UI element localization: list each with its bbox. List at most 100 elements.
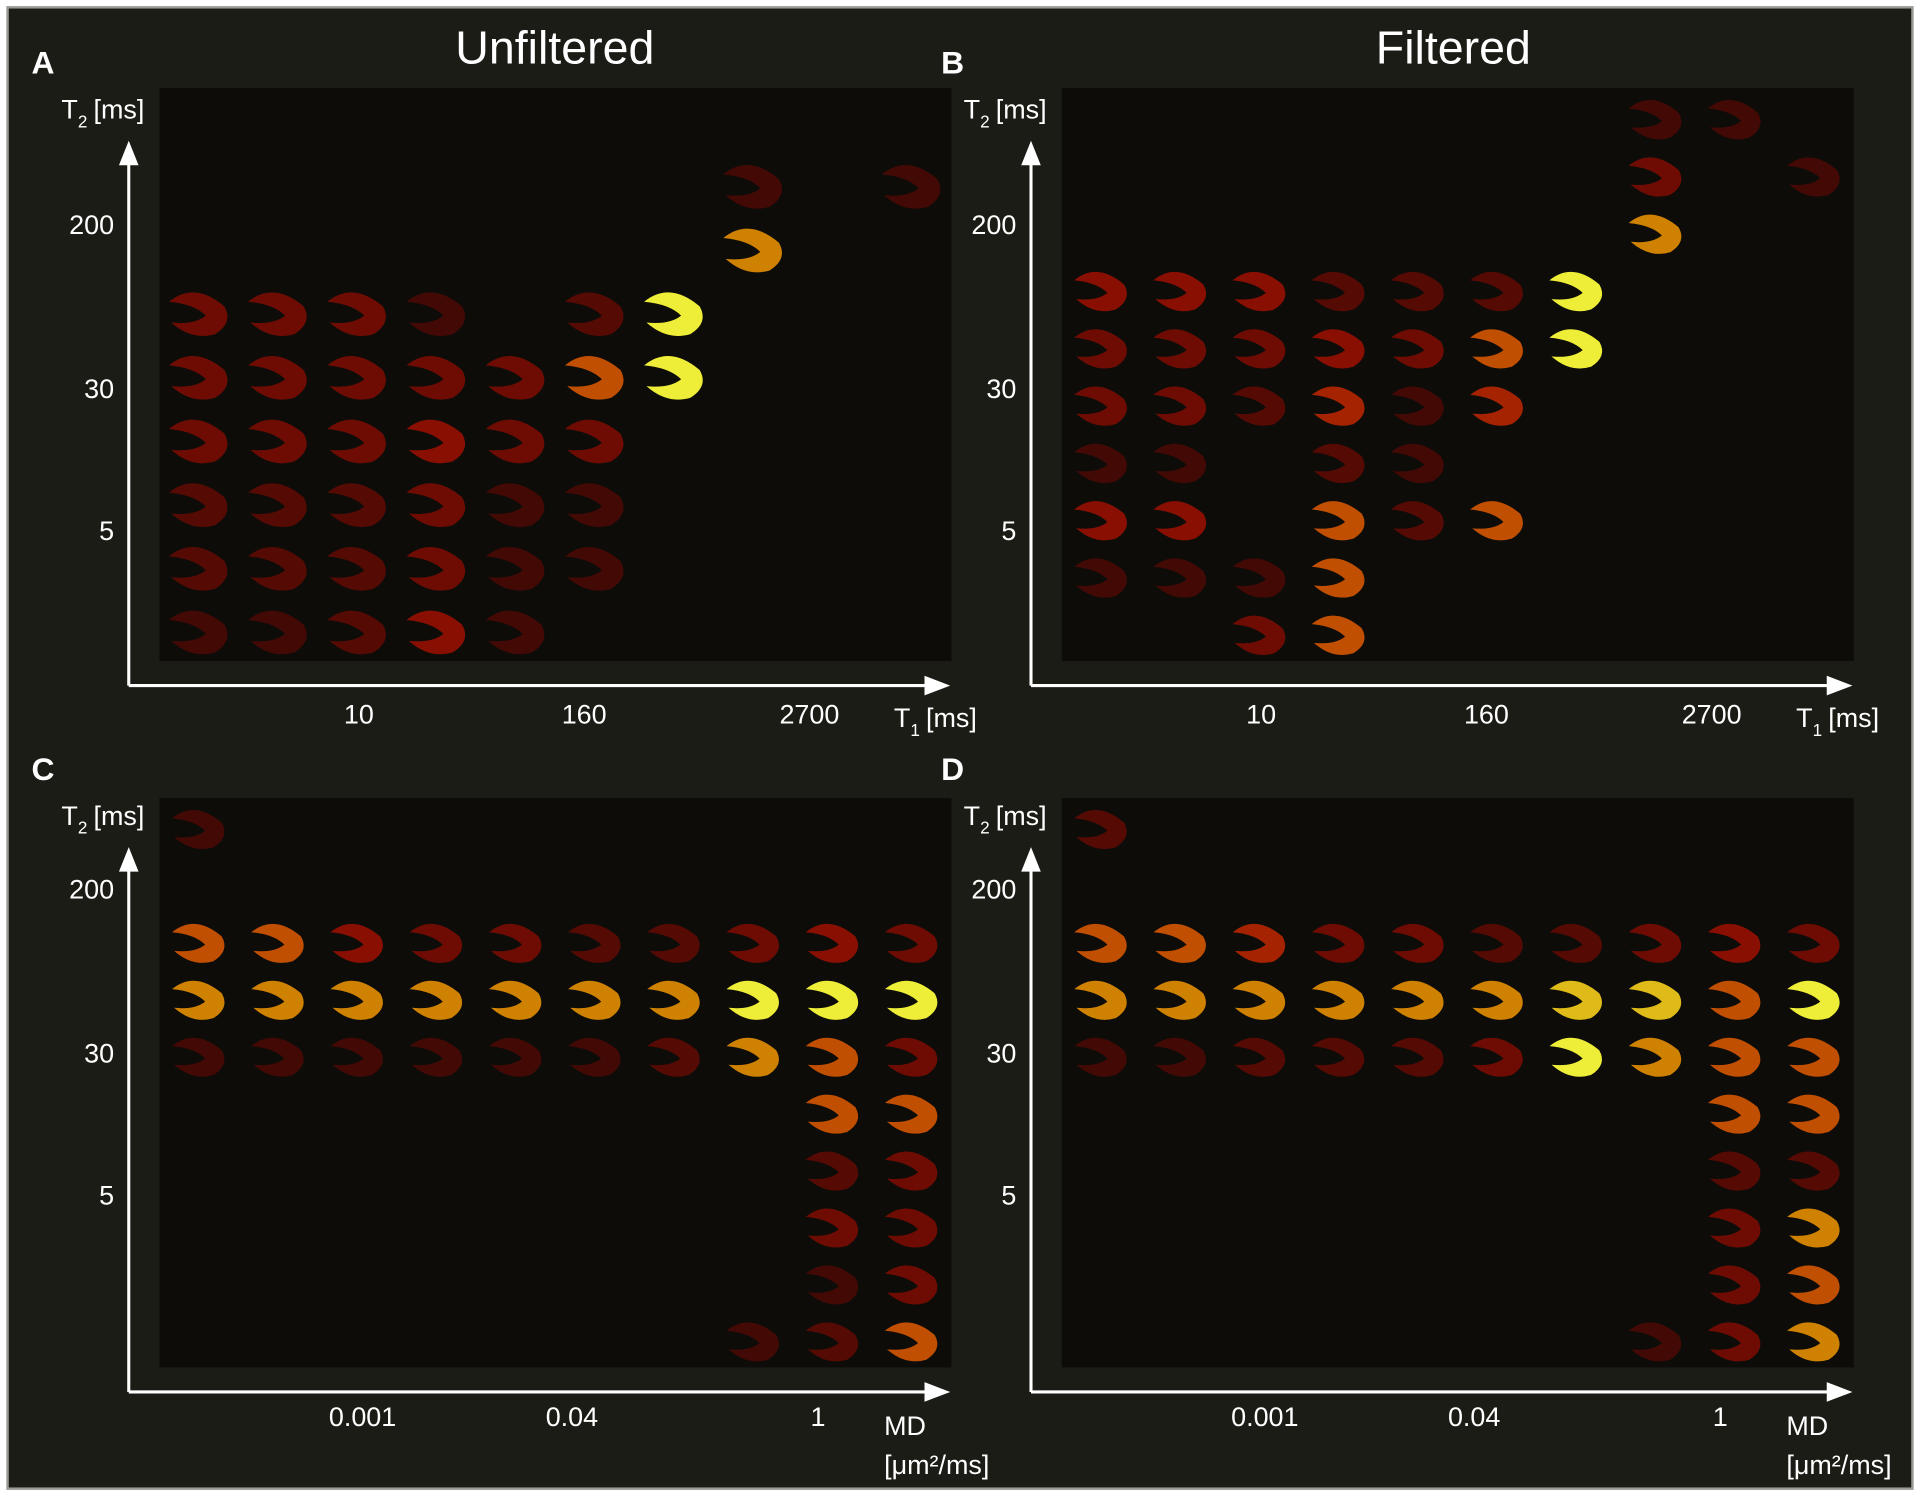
slice-thumbnail bbox=[805, 923, 859, 963]
slice-thumbnail bbox=[409, 1037, 463, 1077]
y-tick-label: 200 bbox=[971, 210, 1016, 240]
y-tick-label: 30 bbox=[986, 1039, 1016, 1069]
slice-thumbnail bbox=[1787, 1094, 1840, 1134]
x-tick-label: 0.04 bbox=[1448, 1402, 1500, 1432]
slice-thumbnail bbox=[1311, 329, 1365, 369]
slice-thumbnail bbox=[1311, 615, 1365, 655]
x-axis-label: T1 [ms] bbox=[1796, 703, 1879, 740]
slice-thumbnail bbox=[1153, 271, 1207, 312]
slice-thumbnail bbox=[647, 1037, 700, 1077]
x-tick-label: 160 bbox=[1464, 700, 1509, 730]
slice-thumbnail bbox=[644, 292, 703, 336]
slice-thumbnail bbox=[564, 355, 624, 400]
slice-thumbnail bbox=[723, 228, 782, 273]
y-tick-label: 5 bbox=[99, 516, 114, 546]
y-tick-label: 30 bbox=[986, 374, 1016, 404]
slice-thumbnail bbox=[248, 419, 307, 464]
slice-thumbnail bbox=[568, 923, 621, 963]
slice-thumbnail bbox=[168, 546, 228, 591]
panel-letter: B bbox=[941, 44, 964, 80]
slice-thumbnail bbox=[723, 164, 782, 209]
axis-symbol: T bbox=[964, 801, 980, 831]
slice-thumbnail bbox=[805, 1322, 859, 1362]
slice-thumbnail bbox=[1153, 980, 1206, 1020]
slice-thumbnail bbox=[1390, 386, 1444, 426]
slice-thumbnail bbox=[168, 610, 228, 655]
y-axis-arrow bbox=[1021, 847, 1041, 872]
slice-thumbnail bbox=[1787, 980, 1840, 1020]
slice-thumbnail bbox=[644, 355, 703, 400]
slice-thumbnail bbox=[251, 980, 304, 1020]
slice-thumbnail bbox=[168, 355, 228, 400]
slice-thumbnail bbox=[409, 980, 463, 1020]
slice-thumbnail bbox=[1232, 923, 1286, 963]
slice-thumbnail bbox=[168, 483, 228, 527]
slice-thumbnail bbox=[1232, 271, 1286, 312]
slice-thumbnail bbox=[1232, 615, 1286, 655]
slice-thumbnail bbox=[1232, 386, 1286, 426]
slice-thumbnail bbox=[248, 483, 307, 527]
image-area bbox=[1061, 798, 1854, 1368]
slice-thumbnail bbox=[1470, 271, 1523, 312]
slice-thumbnail bbox=[1153, 329, 1207, 369]
x-tick-label: 160 bbox=[562, 700, 607, 730]
slice-thumbnail bbox=[1549, 329, 1603, 369]
slice-thumbnail bbox=[1628, 923, 1682, 963]
slice-thumbnail bbox=[1153, 923, 1206, 963]
axis-symbol: T bbox=[61, 95, 77, 125]
slice-thumbnail bbox=[1311, 501, 1365, 541]
slice-thumbnail bbox=[805, 1265, 859, 1305]
slice-thumbnail bbox=[1707, 980, 1761, 1020]
y-tick-label: 200 bbox=[971, 875, 1016, 905]
slice-thumbnail bbox=[884, 980, 938, 1020]
y-axis-label: T2 [ms] bbox=[61, 801, 144, 838]
slice-thumbnail bbox=[1707, 1265, 1761, 1305]
slice-thumbnail bbox=[1787, 1322, 1840, 1362]
slice-thumbnail bbox=[805, 1037, 859, 1077]
slice-thumbnail bbox=[884, 1265, 938, 1305]
slice-thumbnail bbox=[327, 483, 386, 527]
slice-thumbnail bbox=[406, 419, 466, 464]
slice-thumbnail bbox=[647, 980, 700, 1020]
axis-unit: [ms] bbox=[996, 801, 1047, 831]
slice-thumbnail bbox=[172, 1037, 225, 1077]
y-axis-label: T2 [ms] bbox=[964, 801, 1047, 838]
slice-thumbnail bbox=[1549, 923, 1602, 963]
slice-thumbnail bbox=[1707, 100, 1761, 140]
slice-thumbnail bbox=[406, 292, 466, 336]
axis-unit: [ms] bbox=[94, 95, 145, 125]
x-tick-label: 10 bbox=[1246, 700, 1276, 730]
column-title: Unfiltered bbox=[455, 22, 654, 74]
x-tick-label: 1 bbox=[810, 1402, 825, 1432]
slice-thumbnail bbox=[1787, 1151, 1840, 1191]
slice-thumbnail bbox=[248, 292, 307, 336]
slice-thumbnail bbox=[406, 546, 466, 591]
slice-thumbnail bbox=[1707, 1151, 1761, 1191]
slice-thumbnail bbox=[327, 419, 386, 464]
x-axis-unit: [μm²/ms] bbox=[884, 1450, 989, 1480]
slice-thumbnail bbox=[406, 355, 466, 400]
slice-thumbnail bbox=[1074, 980, 1127, 1020]
axis-subscript: 2 bbox=[980, 111, 990, 131]
y-axis-arrow bbox=[118, 140, 139, 166]
slice-thumbnail bbox=[884, 1037, 938, 1077]
slice-thumbnail bbox=[726, 1322, 779, 1362]
slice-thumbnail bbox=[1390, 271, 1444, 312]
slice-thumbnail bbox=[406, 483, 466, 527]
slice-thumbnail bbox=[564, 483, 624, 527]
slice-thumbnail bbox=[1549, 1037, 1602, 1077]
slice-thumbnail bbox=[1786, 157, 1840, 197]
slice-thumbnail bbox=[805, 1208, 859, 1248]
slice-thumbnail bbox=[1311, 443, 1365, 484]
slice-thumbnail bbox=[1074, 1037, 1127, 1077]
x-tick-label: 1 bbox=[1713, 1402, 1728, 1432]
slice-thumbnail bbox=[1311, 558, 1365, 598]
x-axis-arrow bbox=[924, 675, 951, 696]
slice-thumbnail bbox=[409, 923, 463, 963]
slice-thumbnail bbox=[1311, 271, 1365, 312]
slice-thumbnail bbox=[1391, 1037, 1444, 1077]
slice-thumbnail bbox=[1074, 558, 1127, 598]
axis-unit: [ms] bbox=[94, 801, 145, 831]
axis-symbol: T bbox=[1796, 703, 1812, 733]
